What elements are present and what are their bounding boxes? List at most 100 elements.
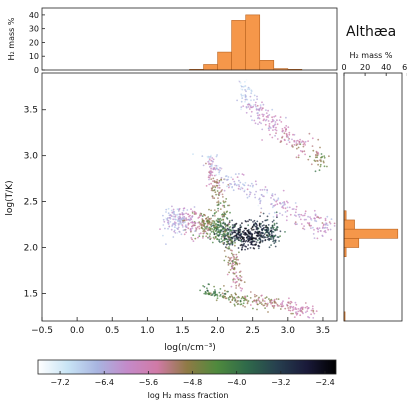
scatter-point <box>225 246 228 249</box>
scatter-point <box>250 219 253 222</box>
scatter-point <box>233 223 236 226</box>
scatter-point <box>190 237 193 239</box>
scatter-point <box>218 181 221 184</box>
scatter-point <box>205 235 208 238</box>
scatter-point <box>210 165 213 168</box>
scatter-point <box>309 155 311 158</box>
scatter-point <box>198 233 201 235</box>
scatter-point <box>247 106 250 108</box>
scatter-point <box>170 215 173 218</box>
scatter-point <box>295 144 298 147</box>
scatter-point <box>238 284 240 287</box>
scatter-point <box>283 132 286 135</box>
scatter-point <box>191 210 194 213</box>
scatter-point <box>273 115 275 118</box>
scatter-point <box>256 239 259 242</box>
scatter-point <box>275 211 278 214</box>
scatter-point <box>270 197 272 199</box>
scatter-point <box>255 183 258 186</box>
scatter-point <box>223 259 226 262</box>
scatter-point <box>216 190 219 192</box>
scatter-point <box>314 156 317 159</box>
scatter-point <box>326 165 328 168</box>
scatter-point <box>326 227 329 229</box>
scatter-point <box>226 179 228 181</box>
scatter-point <box>238 271 241 273</box>
top-ytick-label: 40 <box>29 11 39 20</box>
scatter-point <box>230 252 233 255</box>
colorbar-ticks: −7.2 −6.4 −5.6 −4.8 −4.0 −3.2 −2.4 <box>50 371 335 387</box>
scatter-point <box>192 224 195 227</box>
scatter-point <box>185 212 188 215</box>
scatter-point <box>221 295 224 298</box>
scatter-point <box>221 204 224 207</box>
scatter-point <box>220 176 223 179</box>
scatter-point <box>185 231 188 234</box>
scatter-point <box>266 189 269 192</box>
scatter-point <box>241 287 244 290</box>
scatter-point <box>182 217 185 220</box>
scatter-point <box>212 224 215 227</box>
scatter-point <box>229 236 232 239</box>
scatter-point <box>255 223 258 225</box>
scatter-point <box>172 218 175 221</box>
scatter-point <box>283 126 286 129</box>
scatter-point <box>251 233 254 235</box>
scatter-point <box>293 143 296 146</box>
scatter-point <box>274 193 277 196</box>
scatter-point <box>227 256 230 259</box>
scatter-point <box>255 234 258 237</box>
scatter-point <box>227 263 230 265</box>
scatter-point <box>215 180 218 183</box>
scatter-point <box>239 230 242 232</box>
main-ytick-label: 3.5 <box>24 106 38 116</box>
scatter-point <box>244 248 247 251</box>
scatter-point <box>254 101 257 104</box>
scatter-point <box>167 220 170 222</box>
scatter-point <box>236 230 239 232</box>
scatter-point <box>214 289 216 291</box>
scatter-point <box>230 239 233 241</box>
scatter-point <box>257 299 260 301</box>
scatter-point <box>244 240 247 243</box>
scatter-point <box>210 217 212 220</box>
scatter-point <box>223 239 226 241</box>
scatter-point <box>271 230 273 233</box>
scatter-point <box>231 231 233 233</box>
main-panel-frame <box>41 72 338 322</box>
scatter-point <box>272 237 275 239</box>
scatter-point <box>275 132 277 135</box>
scatter-point <box>224 289 226 292</box>
scatter-point <box>191 220 194 223</box>
scatter-point <box>255 105 257 108</box>
scatter-point <box>258 114 261 116</box>
scatter-point <box>271 220 274 223</box>
scatter-point <box>287 126 290 129</box>
scatter-point <box>214 230 217 233</box>
scatter-point <box>222 242 225 245</box>
scatter-point <box>231 242 234 245</box>
right-histogram-title: H₂ mass % <box>350 51 393 60</box>
scatter-point <box>248 235 251 238</box>
scatter-point <box>279 116 282 118</box>
scatter-point <box>227 204 229 207</box>
scatter-point <box>262 113 265 116</box>
scatter-point <box>210 225 213 228</box>
scatter-point <box>235 229 238 232</box>
scatter-point <box>267 224 270 226</box>
scatter-point <box>294 301 297 304</box>
main-xtick-label: 1.0 <box>140 326 155 336</box>
scatter-point <box>231 219 234 222</box>
scatter-point <box>253 94 256 97</box>
scatter-point <box>266 305 268 308</box>
scatter-point <box>240 248 243 251</box>
scatter-point <box>259 235 262 238</box>
scatter-point <box>298 141 301 143</box>
scatter-point <box>225 224 228 227</box>
scatter-point <box>210 189 213 192</box>
scatter-point <box>251 244 254 246</box>
scatter-point <box>257 116 260 119</box>
scatter-point <box>174 224 177 227</box>
scatter-point <box>242 174 245 176</box>
scatter-point <box>275 298 278 300</box>
